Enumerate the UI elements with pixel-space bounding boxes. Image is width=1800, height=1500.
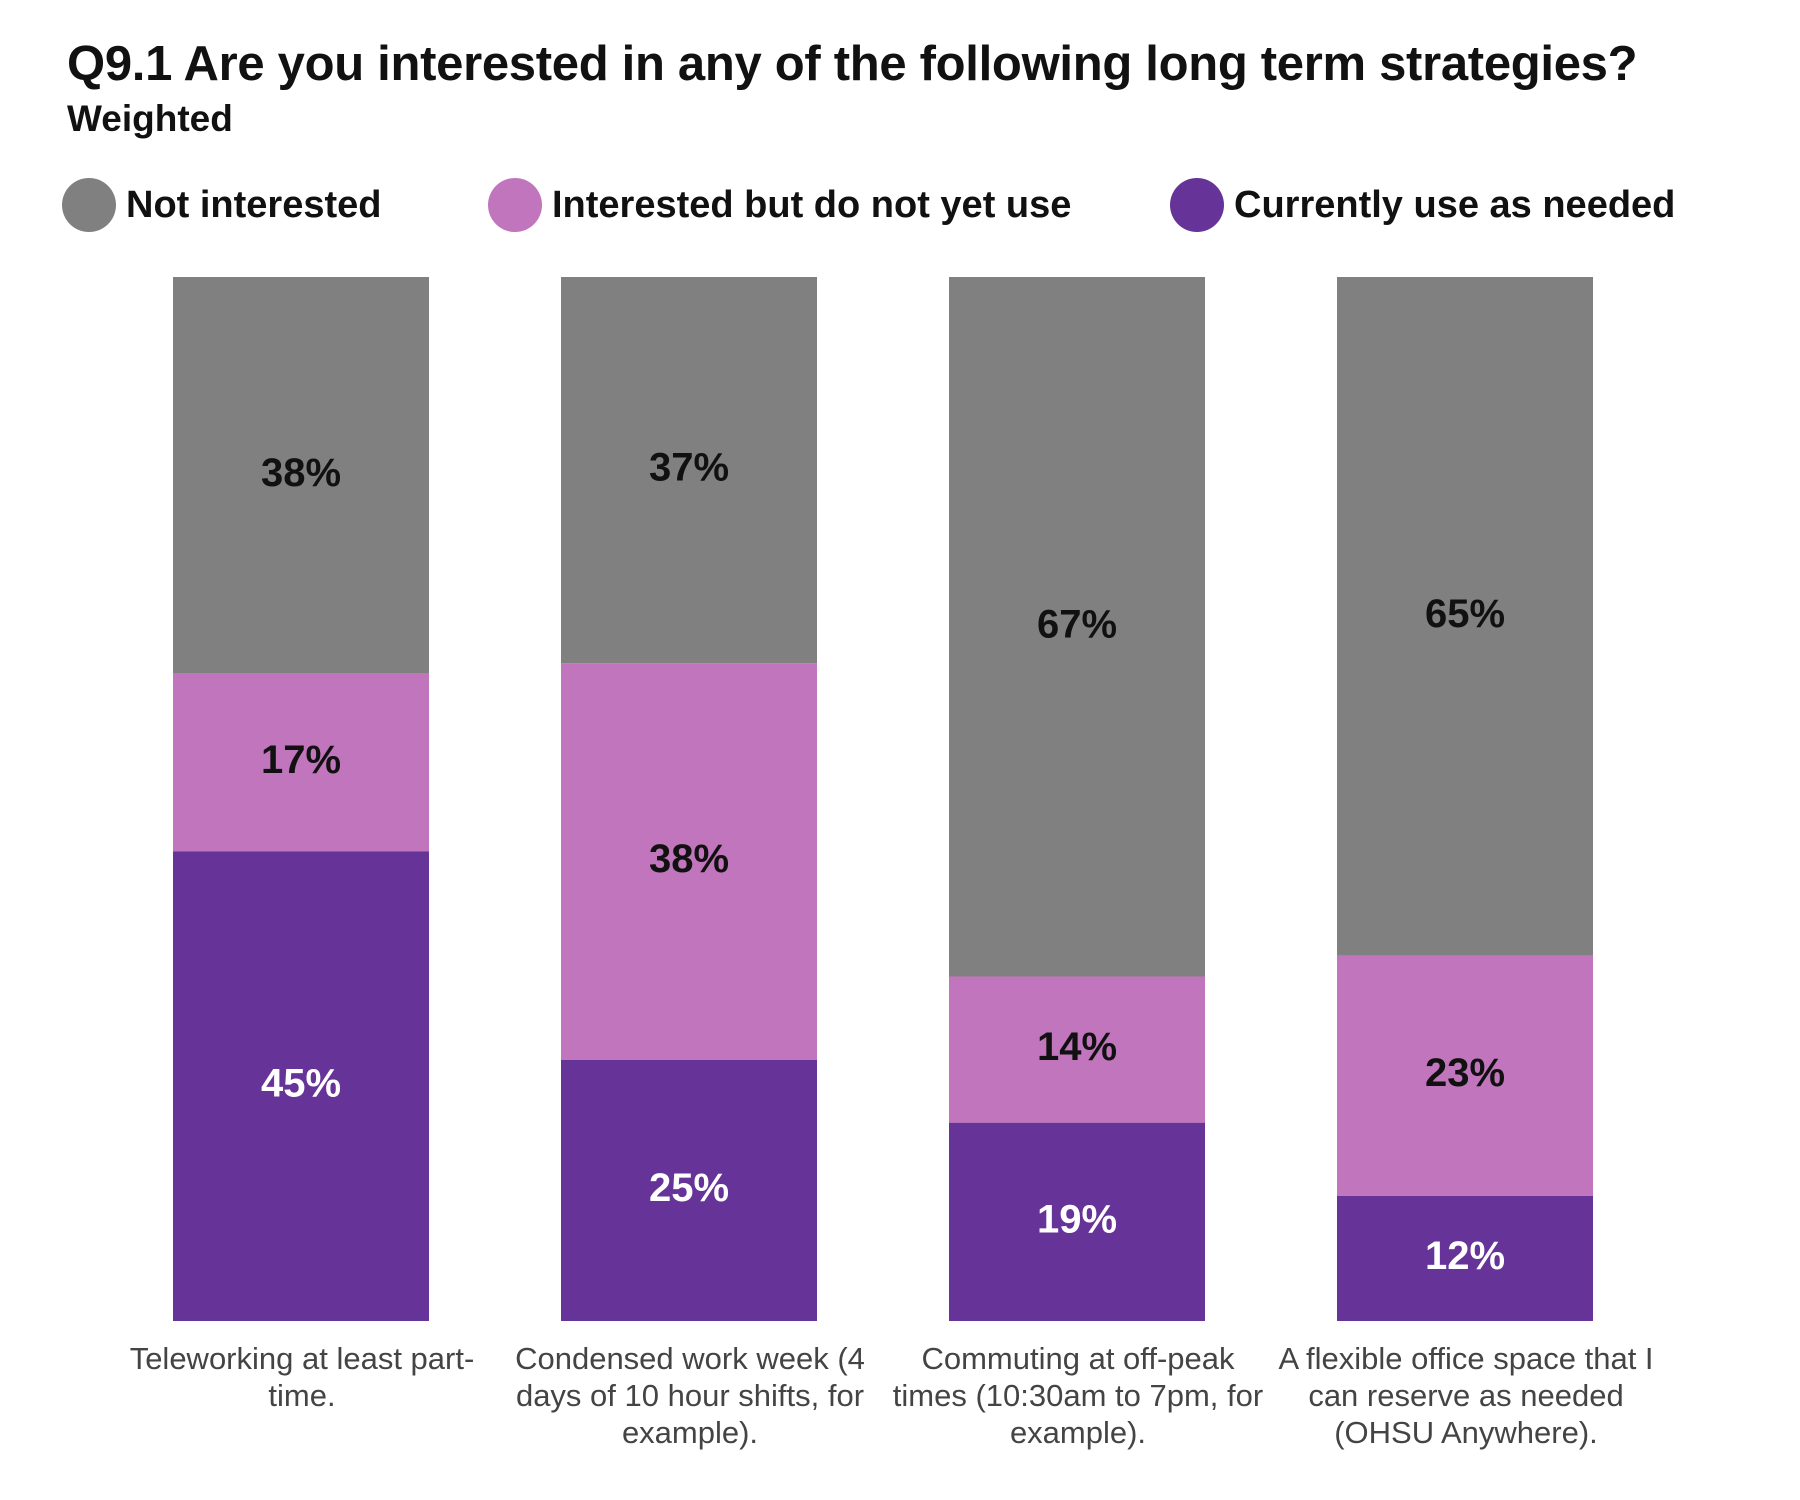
bar-segment-off-peak-currently-use <box>949 1122 1205 1321</box>
data-label-condensed-week-currently-use: 25% <box>649 1166 729 1210</box>
data-label-teleworking-interested-not-using: 17% <box>261 738 341 782</box>
data-label-flexible-office-interested-not-using: 23% <box>1425 1051 1505 1095</box>
data-label-flexible-office-currently-use: 12% <box>1425 1234 1505 1278</box>
bar-segment-condensed-week-currently-use <box>561 1060 817 1321</box>
category-label-off-peak: Commuting at off-peak times (10:30am to … <box>892 1341 1264 1450</box>
chart-title: Q9.1 Are you interested in any of the fo… <box>67 37 1638 91</box>
bar-segment-off-peak-interested-not-using <box>949 976 1205 1123</box>
chart-subtitle: Weighted <box>67 98 233 139</box>
bar-segment-flexible-office-not-interested <box>1337 277 1593 956</box>
bar-segment-condensed-week-interested-not-using <box>561 663 817 1060</box>
data-label-flexible-office-not-interested: 65% <box>1425 592 1505 636</box>
data-label-condensed-week-not-interested: 37% <box>649 446 729 490</box>
data-label-off-peak-interested-not-using: 14% <box>1037 1025 1117 1069</box>
bar-segment-teleworking-not-interested <box>173 277 429 674</box>
data-label-off-peak-not-interested: 67% <box>1037 602 1117 646</box>
bar-segment-teleworking-currently-use <box>173 851 429 1321</box>
bar-segment-condensed-week-not-interested <box>561 277 817 664</box>
data-label-teleworking-currently-use: 45% <box>261 1062 341 1106</box>
data-label-teleworking-not-interested: 38% <box>261 451 341 495</box>
bar-segment-flexible-office-currently-use <box>1337 1195 1593 1321</box>
category-label-teleworking: Teleworking at least part-time. <box>129 1341 475 1413</box>
bar-segment-off-peak-not-interested <box>949 277 1205 977</box>
data-label-condensed-week-interested-not-using: 38% <box>649 837 729 881</box>
bar-segment-flexible-office-interested-not-using <box>1337 955 1593 1196</box>
bar-segment-teleworking-interested-not-using <box>173 673 429 852</box>
category-label-flexible-office: A flexible office space that I can reser… <box>1278 1341 1654 1450</box>
data-label-off-peak-currently-use: 19% <box>1037 1197 1117 1241</box>
category-label-condensed-week: Condensed work week (4 days of 10 hour s… <box>515 1341 865 1450</box>
